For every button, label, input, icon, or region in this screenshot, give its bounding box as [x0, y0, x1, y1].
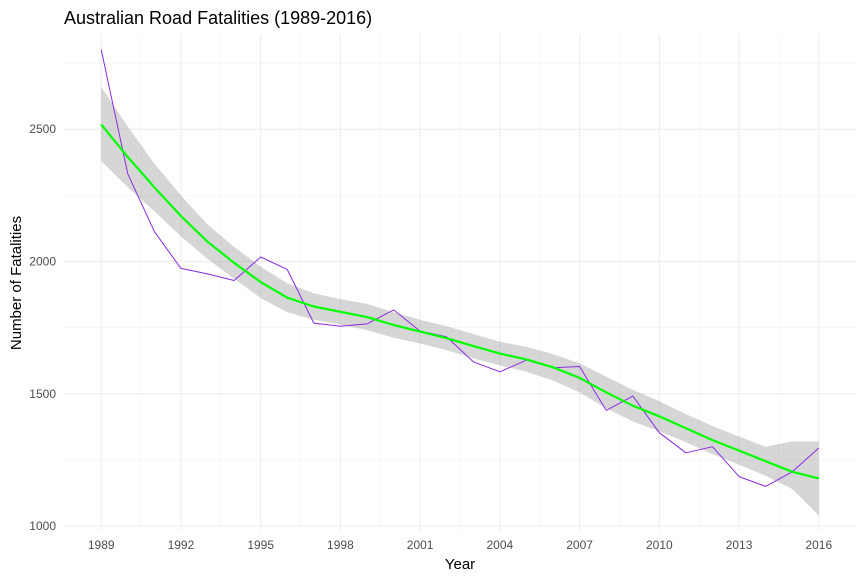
x-tick-label: 1998 — [327, 538, 354, 552]
smooth-trend-line — [100, 123, 820, 480]
x-tick-label: 1992 — [168, 538, 195, 552]
fatalities-line — [100, 49, 820, 487]
lines-layer — [100, 49, 820, 487]
x-tick-label: 2007 — [566, 538, 593, 552]
x-axis-title: Year — [445, 556, 475, 573]
grid — [64, 34, 856, 530]
y-tick-label: 2000 — [29, 254, 56, 268]
x-tick-label: 2010 — [646, 538, 673, 552]
x-tick-label: 1989 — [88, 538, 115, 552]
x-tick-label: 1995 — [247, 538, 274, 552]
y-tick-label: 1000 — [29, 519, 56, 533]
x-tick-labels: 1989 1992 1995 1998 2001 2004 2007 2010 2013 2016 — [88, 538, 833, 552]
y-tick-label: 1500 — [29, 387, 56, 401]
y-tick-label: 2500 — [29, 122, 56, 136]
x-tick-label: 2013 — [726, 538, 753, 552]
y-axis-title: Number of Fatalities — [8, 216, 25, 350]
x-tick-label: 2004 — [487, 538, 514, 552]
chart-title: Australian Road Fatalities (1989-2016) — [64, 8, 372, 28]
x-tick-label: 2016 — [805, 538, 832, 552]
y-tick-labels: 1000 1500 2000 2500 — [29, 122, 56, 533]
x-tick-label: 2001 — [407, 538, 434, 552]
